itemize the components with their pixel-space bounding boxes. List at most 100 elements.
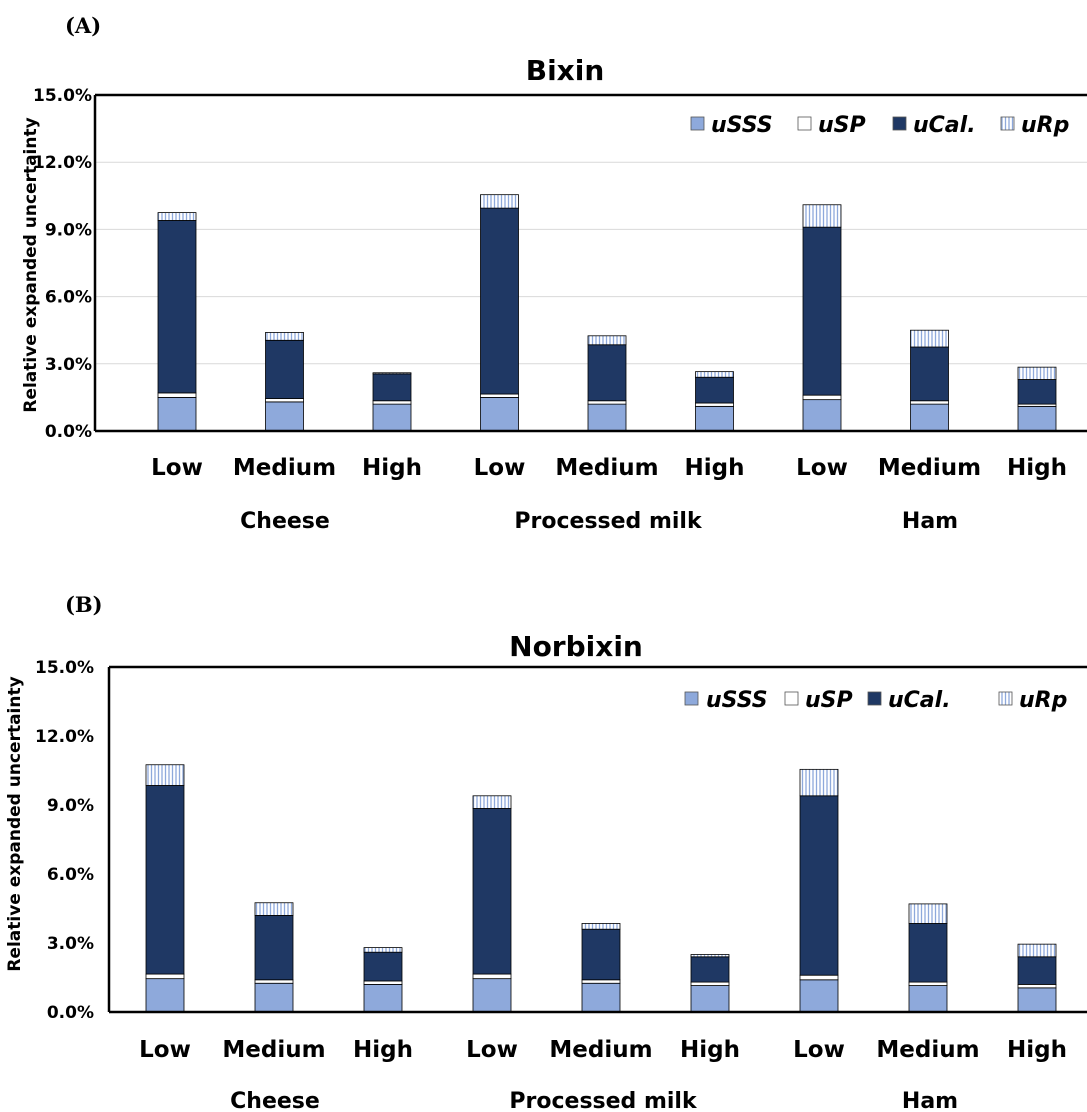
panel-a-bar-urp — [1017, 366, 1057, 380]
panel-b-bar-ucal — [908, 923, 948, 983]
panel-b-bar-urp — [363, 947, 403, 953]
panel-a-group-label: Ham — [902, 509, 958, 534]
panel-b-bar-usss — [254, 982, 294, 1013]
panel-a-bar-ucal — [695, 376, 734, 404]
panel-a-bar-ucal — [157, 220, 197, 394]
panel-a-bar-usp — [480, 393, 519, 398]
panel-b-bar-urp — [799, 768, 839, 797]
panel-a-bar-urp — [695, 371, 734, 378]
panel-b-bar-usp — [908, 981, 948, 986]
panel-a-title: Bixin — [526, 54, 605, 87]
panel-a-legend-label-usp: uSP — [818, 113, 866, 138]
panel-b-bar-ucal — [254, 915, 294, 981]
panel-a-category-label: Medium — [233, 455, 336, 481]
panel-a-ytick-label: 12.0% — [33, 153, 92, 173]
panel-a-bar-ucal — [1017, 379, 1057, 405]
panel-a-bar-urp — [265, 332, 304, 341]
panel-b-bar-ucal — [799, 795, 839, 976]
panel-a-bar-urp — [587, 335, 627, 346]
panel-b-bar-usp — [1017, 984, 1057, 989]
panel-a-bar-usss — [480, 396, 519, 432]
panel-b-category-label: High — [353, 1037, 413, 1063]
panel-b-bar-usp — [254, 979, 294, 984]
panel-a-bar-ucal — [372, 373, 412, 402]
panel-b-group-label: Ham — [902, 1089, 958, 1112]
panel-b-ylabel: Relative expanded uncertainty — [5, 676, 25, 971]
panel-a-category-label: Low — [796, 455, 848, 481]
panel-a-legend-swatch-usss — [690, 116, 705, 131]
panel-b-label: (B) — [65, 592, 103, 617]
panel-a-bar-ucal — [480, 207, 519, 395]
panel-b-bar-usp — [581, 979, 621, 984]
panel-b-category-label: Medium — [549, 1037, 652, 1063]
panel-b-category-label: Low — [466, 1037, 518, 1063]
panel-b-bar-usss — [581, 982, 621, 1013]
panel-a-bar-usp — [910, 400, 949, 405]
panel-a-legend-swatch-urp — [1000, 116, 1015, 131]
panel-a-legend-label-usss: uSSS — [711, 113, 773, 138]
panel-a-ytick-label: 6.0% — [45, 288, 92, 308]
panel-a-bar-usss — [910, 403, 949, 432]
panel-b-bar-ucal — [581, 928, 621, 981]
panel-b-ytick-label: 9.0% — [47, 796, 94, 816]
panel-a-category-label: Medium — [555, 455, 658, 481]
panel-a-legend-label-urp: uRp — [1021, 113, 1069, 138]
panel-a-category-label: High — [685, 455, 745, 481]
panel-b-bar-urp — [254, 902, 294, 916]
panel-a-ytick-label: 15.0% — [33, 86, 92, 106]
panel-a-category-label: Medium — [878, 455, 981, 481]
panel-a-bar-usss — [157, 396, 197, 432]
panel-b-bar-ucal — [145, 785, 185, 975]
panel-b-bar-usp — [690, 981, 730, 986]
panel-b-category-label: Low — [139, 1037, 191, 1063]
panel-b-bar-usss — [1017, 987, 1057, 1013]
panel-b-bar-urp — [145, 764, 185, 786]
panel-a-legend-swatch-ucal — [892, 116, 907, 131]
panel-b-bar-usss — [690, 985, 730, 1013]
panel-a-legend-swatch-usp — [797, 116, 812, 131]
panel-a-bar-usp — [695, 402, 734, 407]
panel-b-bar-urp — [908, 903, 948, 924]
panel-a-bar-ucal — [265, 339, 304, 399]
panel-a-bar-urp — [372, 372, 412, 375]
panel-b-bar-usp — [363, 980, 403, 985]
panel-b-group-label: Cheese — [230, 1089, 320, 1112]
panel-b-legend-label-urp: uRp — [1019, 688, 1067, 713]
panel-a-bar-urp — [480, 194, 519, 209]
panel-b-legend-swatch-ucal — [867, 691, 882, 706]
panel-a-bar-urp — [802, 204, 842, 228]
panel-a-bar-usp — [587, 400, 627, 405]
panel-a-bar-ucal — [910, 346, 949, 402]
panel-a-bar-usss — [587, 403, 627, 432]
panel-b-legend-swatch-urp — [998, 691, 1013, 706]
panel-a-ytick-label: 0.0% — [45, 422, 92, 442]
panel-a-ytick-label: 9.0% — [45, 220, 92, 240]
panel-b-bar-ucal — [1017, 956, 1057, 985]
panel-b-chart: 0.0% 3.0% 6.0% 9.0% 12.0% 15.0% Low Medium High L… — [35, 658, 1087, 1112]
panel-a-bar-usp — [265, 398, 304, 403]
panel-a-group-label: Cheese — [240, 509, 330, 534]
panel-b-bar-ucal — [363, 951, 403, 982]
panel-b-bar-usss — [145, 978, 185, 1013]
panel-a-bar-urp — [910, 329, 949, 348]
panel-b-legend-label-usp: uSP — [805, 688, 853, 713]
panel-a-bar-ucal — [587, 344, 627, 402]
panel-a-chart: 0.0% 3.0% 6.0% 9.0% 12.0% 15.0% Low Medium High L… — [33, 86, 1087, 534]
panel-b-ytick-label: 0.0% — [47, 1003, 94, 1023]
panel-a-bar-usp — [157, 392, 197, 398]
panel-a-bar-ucal — [802, 226, 842, 396]
panel-a-ylabel: Relative expanded uncertainty — [21, 117, 41, 412]
panel-a-group-label: Processed milk — [514, 509, 703, 534]
panel-b-bar-usp — [145, 973, 185, 980]
panel-b-category-label: High — [680, 1037, 740, 1063]
panel-b-bar-urp — [1017, 943, 1057, 958]
panel-b-bar-ucal — [690, 956, 730, 983]
panel-a-category-label: High — [362, 455, 422, 481]
panel-b-ytick-label: 3.0% — [47, 934, 94, 954]
panel-b-legend-label-usss: uSSS — [706, 688, 768, 713]
panel-b-category-label: Medium — [876, 1037, 979, 1063]
panel-b-legend-label-ucal: uCal. — [888, 688, 951, 713]
panel-a-bar-usss — [372, 403, 412, 432]
panel-a-bar-usss — [1017, 405, 1057, 432]
